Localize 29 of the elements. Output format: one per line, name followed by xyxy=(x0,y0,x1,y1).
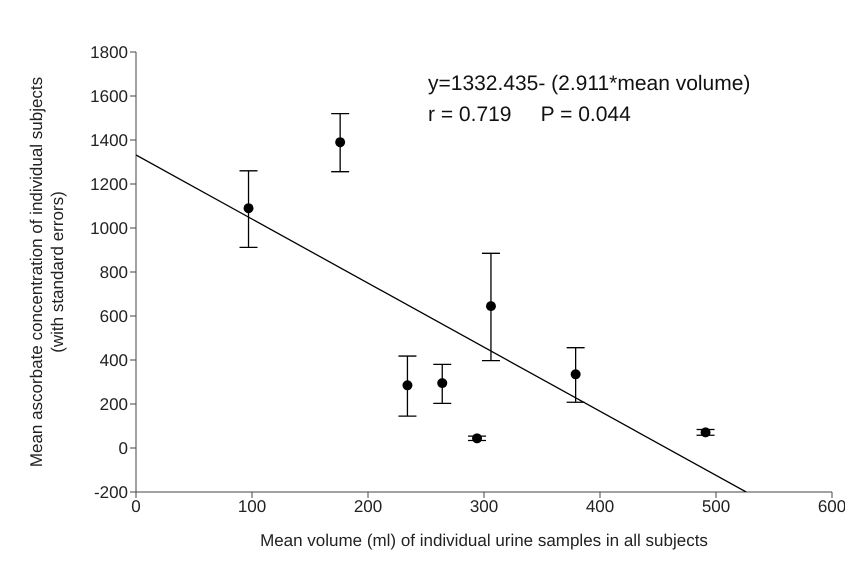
x-tick-label: 400 xyxy=(586,497,614,516)
point xyxy=(700,427,711,438)
y-tick-label: 800 xyxy=(100,263,128,282)
point xyxy=(335,137,346,148)
x-tick-label: 200 xyxy=(354,497,382,516)
point xyxy=(402,380,412,390)
y-tick-label: 1600 xyxy=(90,87,128,106)
y-tick-label: -200 xyxy=(94,483,128,502)
x-tick-label: 500 xyxy=(702,497,730,516)
point xyxy=(570,369,581,380)
y-axis-title: Mean ascorbate concentration of individual subjects (with standard errors) xyxy=(27,76,67,468)
y-tick-label: 200 xyxy=(100,395,128,414)
y-tick-label: 600 xyxy=(100,307,128,326)
x-tick-label: 100 xyxy=(238,497,266,516)
annotation: r = 0.719 P = 0.044 xyxy=(428,102,632,128)
y-tick-label: 1200 xyxy=(90,175,128,194)
y-tick-label: 0 xyxy=(118,439,128,458)
y-tick-label: 1400 xyxy=(90,131,128,150)
point xyxy=(472,433,482,444)
y-tick-label: 400 xyxy=(100,351,128,370)
x-tick-label: 300 xyxy=(470,497,498,516)
point xyxy=(244,203,254,214)
point xyxy=(437,378,448,388)
y-tick-label: 1800 xyxy=(90,43,128,62)
point xyxy=(486,301,496,312)
annotation: y=1332.435- (2.911*mean volume) xyxy=(428,71,750,97)
x-axis-title: Mean volume (ml) of individual urine samples in all subjects xyxy=(260,531,708,550)
x-tick-label: 0 xyxy=(131,497,141,516)
y-tick-label: 1000 xyxy=(90,219,128,238)
